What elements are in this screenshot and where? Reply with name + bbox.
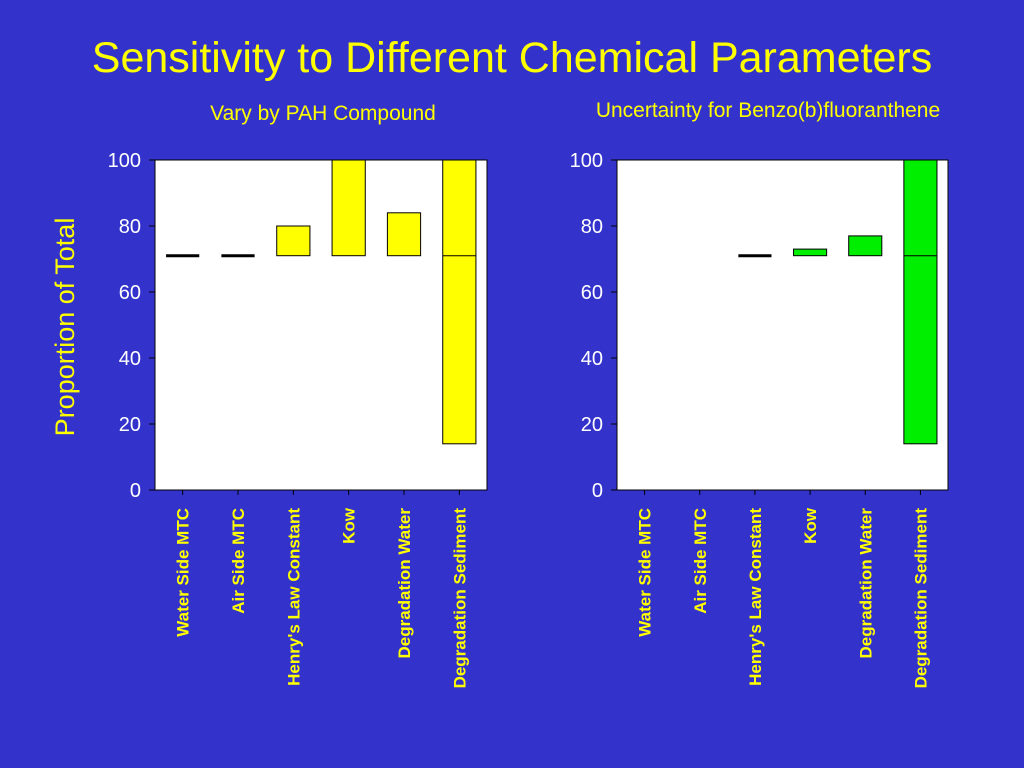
y-tick-label: 60 (119, 282, 141, 304)
x-tick-label: Air Side MTC (229, 508, 248, 614)
y-axis-title: Proportion of Total (50, 218, 80, 437)
bar (903, 159, 938, 445)
chart-vary-by-pah: Vary by PAH Compound 0 20 40 60 80 100 Water Si… (108, 102, 488, 689)
chart-subtitle: Vary by PAH Compound (210, 102, 436, 125)
y-tick-label: 20 (119, 414, 141, 436)
x-tick-label: Degradation Sediment (911, 508, 930, 689)
x-tick-label: Kow (801, 507, 820, 544)
plot-area (616, 159, 949, 491)
x-tick-label: Degradation Water (395, 508, 414, 659)
y-tick-label: 0 (592, 480, 603, 502)
y-tick-label: 80 (119, 216, 141, 238)
x-tick-label: Degradation Sediment (450, 508, 469, 689)
bar (386, 212, 422, 257)
x-tick-label: Water Side MTC (636, 508, 655, 637)
bar (442, 159, 477, 445)
plot-area (154, 159, 488, 491)
bar (848, 235, 883, 257)
x-tick-label: Water Side MTC (174, 508, 193, 637)
bar (793, 248, 828, 257)
x-tick-label: Air Side MTC (691, 508, 710, 614)
y-tick-label: 40 (119, 348, 141, 370)
slide-title: Sensitivity to Different Chemical Parame… (91, 34, 933, 82)
y-tick-label: 80 (581, 216, 603, 238)
bar (276, 225, 311, 257)
y-tick-label: 0 (130, 480, 141, 502)
y-tick-label: 100 (108, 150, 141, 172)
x-tick-label: Kow (340, 507, 359, 544)
x-tick-label: Henry's Law Constant (746, 508, 765, 686)
bar (331, 159, 366, 257)
y-tick-label: 20 (581, 414, 603, 436)
y-tick-label: 40 (581, 348, 603, 370)
x-tick-label: Degradation Water (856, 508, 875, 659)
y-tick-label: 60 (581, 282, 603, 304)
chart-subtitle: Uncertainty for Benzo(b)fluoranthene (596, 99, 940, 122)
x-tick-label: Henry's Law Constant (284, 508, 303, 686)
chart-uncertainty-bbf: Uncertainty for Benzo(b)fluoranthene 0 20 4… (570, 99, 949, 689)
y-tick-label: 100 (570, 150, 603, 172)
